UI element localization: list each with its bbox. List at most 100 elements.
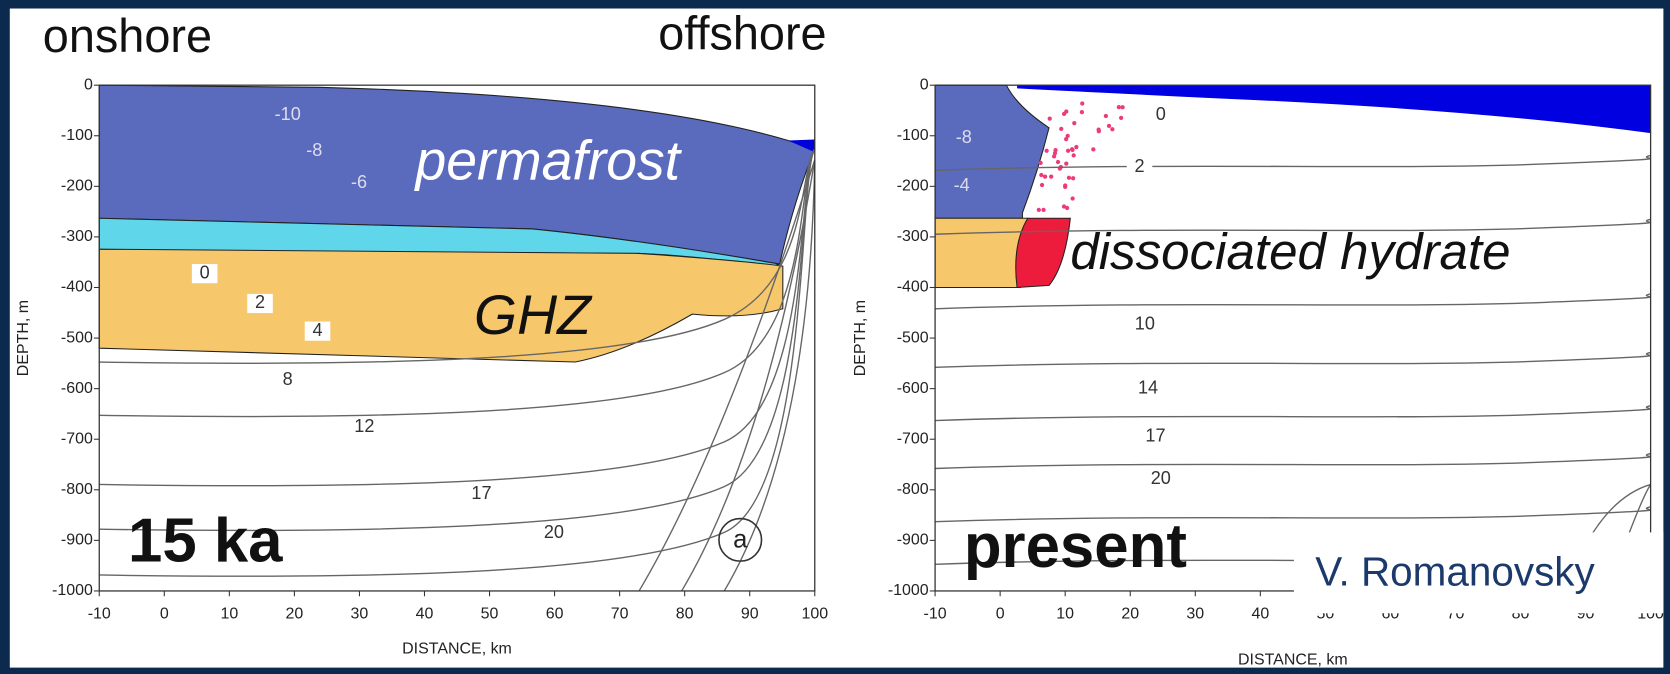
dot	[1080, 101, 1084, 105]
contour-label: -6	[351, 172, 367, 192]
y-tick-label: -1000	[888, 582, 929, 599]
y-tick-label: -200	[61, 178, 93, 195]
dot	[1071, 176, 1075, 180]
contour-label: 12	[354, 416, 374, 436]
contour-label: 20	[1151, 468, 1171, 488]
dot	[1121, 105, 1125, 109]
y-tick-label: -500	[61, 329, 93, 346]
contour-label: 20	[544, 522, 564, 542]
dot	[1066, 149, 1070, 153]
y-tick-label: -700	[897, 430, 929, 447]
y-tick-label: -400	[897, 279, 929, 296]
dot	[1048, 116, 1052, 120]
x-axis-label: DISTANCE, km	[1238, 651, 1348, 668]
y-tick-label: -100	[897, 127, 929, 144]
y-tick-label: -900	[897, 532, 929, 549]
x-tick-label: 0	[160, 606, 169, 623]
x-tick-label: 40	[1251, 606, 1269, 623]
dot	[1110, 127, 1114, 131]
y-tick-label: -800	[61, 481, 93, 498]
x-axis-label: DISTANCE, km	[402, 641, 512, 658]
dot	[1070, 196, 1074, 200]
corner-label: a	[733, 526, 748, 554]
y-tick-label: -800	[897, 481, 929, 498]
x-tick-label: 90	[741, 606, 759, 623]
dot	[1070, 147, 1074, 151]
x-tick-label: 10	[1056, 606, 1074, 623]
x-tick-label: 30	[351, 606, 369, 623]
y-axis-label: DEPTH, m	[15, 300, 32, 376]
x-tick-label: 40	[416, 606, 434, 623]
x-tick-label: 60	[546, 606, 564, 623]
contour-label: 10	[1135, 314, 1155, 334]
contour-label: -8	[306, 140, 322, 160]
contour-label: 17	[1145, 425, 1165, 445]
contour-label: -8	[956, 127, 972, 147]
dot	[1062, 204, 1066, 208]
y-tick-label: -700	[61, 430, 93, 447]
region-label: permafrost	[413, 130, 682, 192]
contour-label: 2	[255, 292, 265, 312]
dot	[1067, 176, 1071, 180]
x-tick-label: -10	[924, 606, 947, 623]
dot	[1104, 114, 1108, 118]
dot	[1107, 124, 1111, 128]
x-tick-label: 0	[996, 606, 1005, 623]
x-tick-label: 70	[611, 606, 629, 623]
header-right: offshore	[658, 8, 826, 60]
x-tick-label: 20	[286, 606, 304, 623]
panel-label: present	[964, 512, 1187, 581]
dot	[1064, 161, 1068, 165]
y-tick-label: -100	[61, 127, 93, 144]
dot	[1119, 116, 1123, 120]
dot	[1072, 153, 1076, 157]
dot	[1037, 208, 1041, 212]
hydrate-region	[935, 218, 1028, 287]
dot	[1039, 173, 1043, 177]
contour-label: 0	[200, 262, 210, 282]
region-label: dissociated hydrate	[1070, 223, 1510, 280]
contour-label: 17	[471, 483, 491, 503]
contour-label: -4	[954, 175, 970, 195]
slide: onshore offshore -10-8-60248121720-10010…	[0, 0, 1670, 674]
y-tick-label: -600	[897, 380, 929, 397]
y-tick-label: -900	[61, 532, 93, 549]
contour-label: 4	[312, 320, 322, 340]
dot	[1080, 110, 1084, 114]
x-tick-label: 100	[801, 606, 828, 623]
contour-label: 8	[283, 369, 293, 389]
dot	[1041, 208, 1045, 212]
header-left: onshore	[43, 10, 212, 62]
dot	[1053, 151, 1057, 155]
y-tick-label: -1000	[52, 582, 93, 599]
y-tick-label: -300	[61, 228, 93, 245]
dot	[1074, 145, 1078, 149]
dot	[1063, 183, 1067, 187]
x-tick-label: 50	[481, 606, 499, 623]
region-label: GHZ	[474, 284, 593, 346]
panel-label: 15 ka	[128, 506, 283, 575]
y-tick-label: -200	[897, 178, 929, 195]
dot	[1049, 175, 1053, 179]
dot	[1059, 127, 1063, 131]
dot	[1097, 127, 1101, 131]
x-tick-label: -10	[88, 606, 111, 623]
contour-label: -10	[275, 104, 301, 124]
dot	[1040, 183, 1044, 187]
y-tick-label: 0	[920, 76, 929, 93]
dot	[1043, 175, 1047, 179]
credit: V. Romanovsky	[1315, 549, 1595, 595]
dot	[1045, 149, 1049, 153]
dot	[1091, 147, 1095, 151]
dot	[1117, 105, 1121, 109]
y-tick-label: -600	[61, 380, 93, 397]
y-tick-label: -300	[897, 228, 929, 245]
contour-label: 2	[1134, 156, 1144, 176]
y-tick-label: -500	[897, 329, 929, 346]
page: {"header": {"left": "onshore", "right": …	[0, 0, 1670, 674]
contour-label: 0	[1156, 104, 1166, 124]
y-tick-label: -400	[61, 279, 93, 296]
x-tick-label: 30	[1186, 606, 1204, 623]
dot	[1038, 161, 1042, 165]
dot	[1066, 134, 1070, 138]
